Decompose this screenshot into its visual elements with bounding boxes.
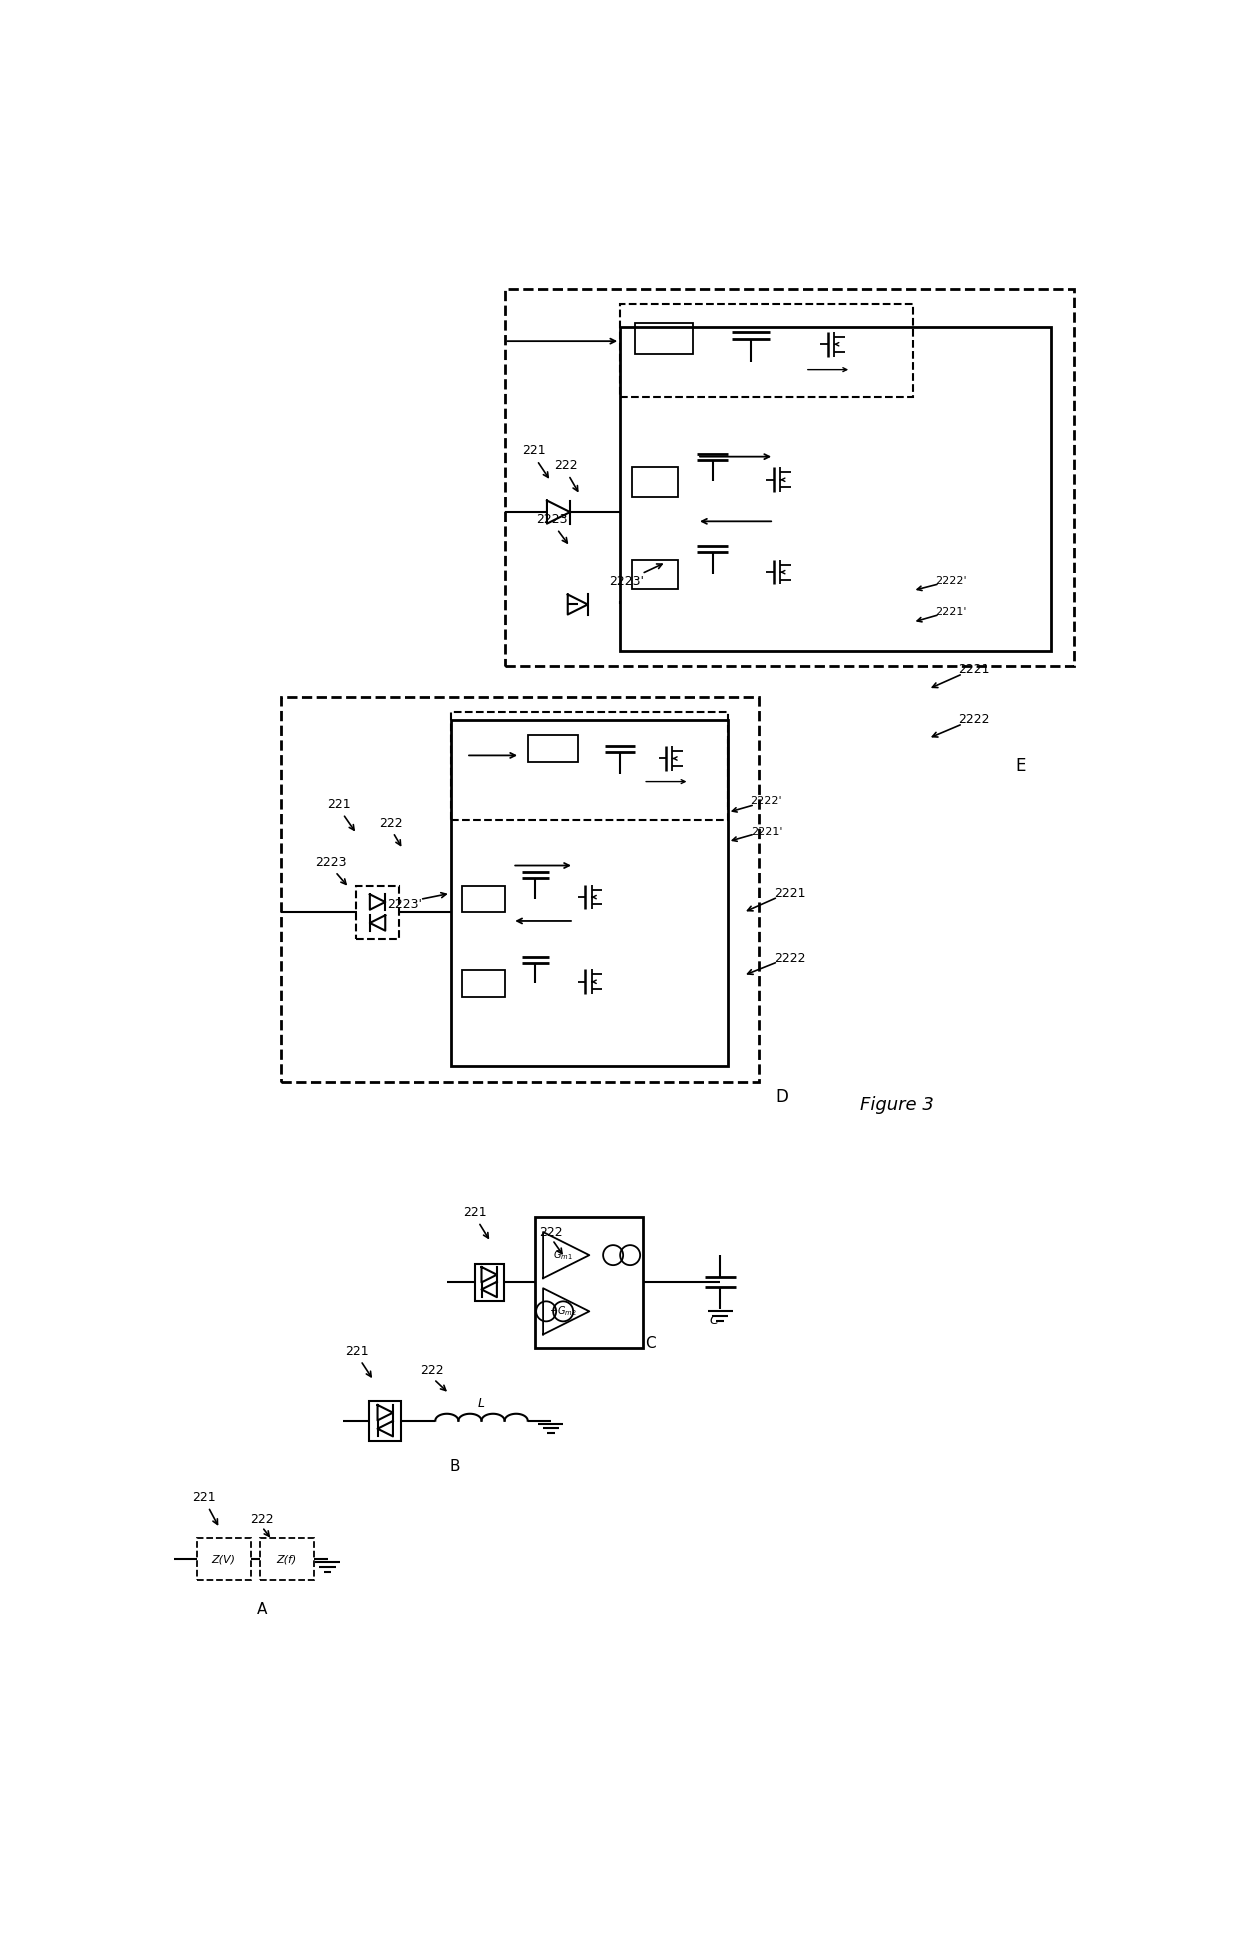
Bar xyxy=(281,697,759,1083)
Text: Figure 3: Figure 3 xyxy=(861,1096,934,1114)
Bar xyxy=(631,560,678,589)
Text: Z(f): Z(f) xyxy=(277,1555,296,1565)
Bar xyxy=(197,1537,250,1580)
Bar xyxy=(475,1264,503,1301)
Bar xyxy=(505,289,1074,665)
Bar xyxy=(356,886,399,938)
Text: 221: 221 xyxy=(464,1206,487,1219)
Bar xyxy=(620,328,1052,652)
Text: 2221': 2221' xyxy=(750,827,782,837)
Bar xyxy=(631,468,678,498)
Text: B: B xyxy=(449,1459,460,1475)
Text: 2223': 2223' xyxy=(609,576,644,587)
Bar xyxy=(463,886,505,913)
Text: 2223: 2223 xyxy=(537,513,568,527)
Text: 222: 222 xyxy=(539,1225,563,1239)
Bar xyxy=(635,324,693,355)
Text: 2222': 2222' xyxy=(935,576,967,587)
Text: 221: 221 xyxy=(522,445,546,457)
Text: 2223': 2223' xyxy=(387,897,422,911)
Text: E: E xyxy=(1016,757,1025,775)
Text: 222: 222 xyxy=(554,458,578,472)
Bar xyxy=(536,1217,644,1348)
Text: $G_{m1}$: $G_{m1}$ xyxy=(553,1249,573,1262)
Bar xyxy=(528,736,578,763)
Text: 222: 222 xyxy=(379,817,403,831)
Text: 221: 221 xyxy=(192,1491,216,1504)
Text: 2222: 2222 xyxy=(959,714,990,726)
Bar xyxy=(370,1401,402,1440)
Text: $-G_{m2}$: $-G_{m2}$ xyxy=(549,1305,577,1319)
Text: C: C xyxy=(646,1336,656,1352)
Text: 2223: 2223 xyxy=(316,856,347,868)
Text: 222: 222 xyxy=(250,1512,274,1526)
Bar xyxy=(259,1537,314,1580)
Text: D: D xyxy=(775,1089,789,1106)
Text: 2221: 2221 xyxy=(959,663,990,677)
Text: 221: 221 xyxy=(327,798,351,812)
Text: L: L xyxy=(477,1397,485,1411)
Text: Z(V): Z(V) xyxy=(212,1555,236,1565)
Text: 2222: 2222 xyxy=(774,952,805,966)
Text: C: C xyxy=(709,1315,718,1327)
Text: 2221: 2221 xyxy=(774,888,805,899)
Text: 222: 222 xyxy=(420,1364,444,1377)
Text: 221: 221 xyxy=(345,1344,368,1358)
Text: 2222': 2222' xyxy=(750,796,782,806)
Bar xyxy=(450,712,728,819)
Bar xyxy=(620,304,913,396)
Bar xyxy=(463,970,505,997)
Text: 2221': 2221' xyxy=(935,607,967,617)
Bar xyxy=(450,720,728,1067)
Text: A: A xyxy=(257,1602,268,1617)
